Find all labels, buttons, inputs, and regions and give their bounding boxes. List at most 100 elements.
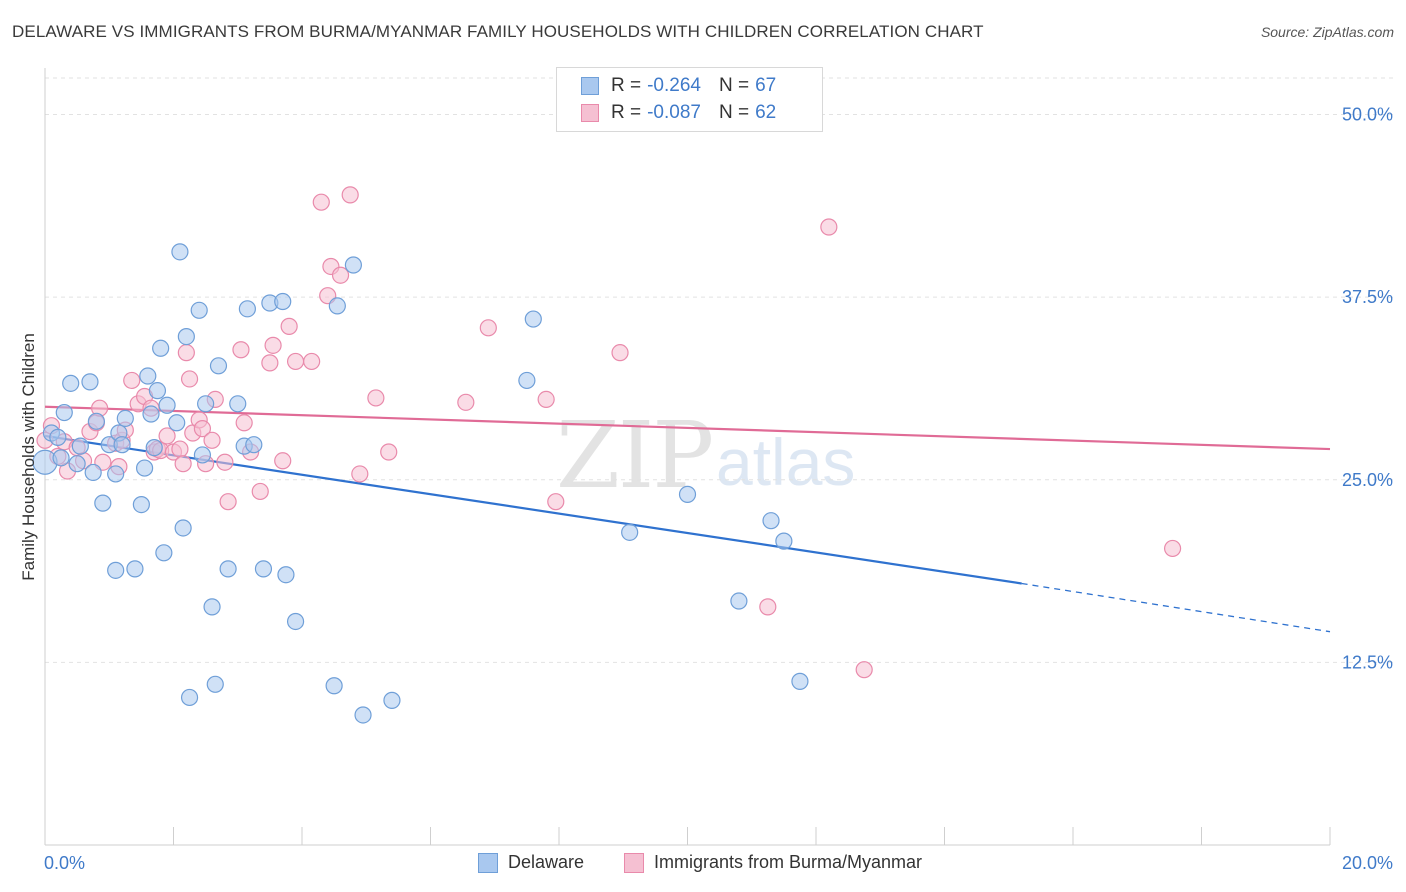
n-value-burma: 62 xyxy=(755,102,777,123)
blue-point-44 xyxy=(254,560,273,578)
y-tick-label: 50.0% xyxy=(1342,105,1393,125)
blue-point-33 xyxy=(190,301,208,319)
blue-point-3 xyxy=(52,449,70,467)
blue-point-14 xyxy=(107,465,125,483)
r-value-delaware: -0.264 xyxy=(647,75,701,96)
pink-point-36 xyxy=(232,341,250,359)
blue-point-52 xyxy=(354,706,372,724)
blue-point-59 xyxy=(762,512,780,530)
delaware-trend-line xyxy=(44,434,1022,585)
pink-point-52 xyxy=(367,389,385,407)
blue-point-5 xyxy=(62,374,80,392)
blue-point-22 xyxy=(142,405,160,423)
blue-point-48 xyxy=(286,612,305,631)
blue-point-25 xyxy=(152,339,170,357)
r-label: R = xyxy=(611,75,642,96)
blue-point-26 xyxy=(155,544,173,562)
blue-point-31 xyxy=(177,327,195,346)
pink-point-49 xyxy=(331,266,350,284)
blue-point-54 xyxy=(518,371,536,390)
blue-point-18 xyxy=(126,560,144,578)
x-tick-label-max: 20.0% xyxy=(1342,853,1393,873)
pink-point-56 xyxy=(537,390,555,409)
blue-point-27 xyxy=(158,396,176,414)
blue-point-2 xyxy=(49,428,67,446)
pink-point-35 xyxy=(219,493,237,511)
pink-point-59 xyxy=(759,598,777,616)
y-tick-label: 37.5% xyxy=(1342,287,1393,307)
burma-trend-line xyxy=(44,405,1331,451)
pink-point-57 xyxy=(547,493,565,511)
pink-point-53 xyxy=(380,443,398,461)
blue-point-49 xyxy=(325,677,343,695)
blue-point-20 xyxy=(135,459,154,477)
pink-point-62 xyxy=(1163,539,1182,558)
n-value-delaware: 67 xyxy=(755,75,777,96)
blue-point-47 xyxy=(277,566,295,584)
y-tick-label: 12.5% xyxy=(1342,652,1393,672)
blue-point-34 xyxy=(193,446,212,464)
legend-row-burma: R = -0.087 N = 62 xyxy=(581,102,776,124)
pink-point-26 xyxy=(177,344,195,362)
correlation-legend: R = -0.264 N = 67 R = -0.087 N = 62 xyxy=(556,67,823,132)
n-label: N = xyxy=(718,75,750,96)
pink-point-27 xyxy=(180,370,199,388)
blue-point-46 xyxy=(274,292,292,311)
blue-point-58 xyxy=(730,592,748,610)
delaware-swatch xyxy=(581,77,599,95)
axes xyxy=(44,68,1331,846)
pink-point-39 xyxy=(251,482,269,501)
delaware-legend-label: Delaware xyxy=(508,852,585,872)
legend-item-delaware[interactable]: Delaware xyxy=(478,852,584,873)
blue-point-7 xyxy=(71,437,89,455)
blue-point-17 xyxy=(116,409,134,428)
chart-title: DELAWARE VS IMMIGRANTS FROM BURMA/MYANMA… xyxy=(12,22,984,41)
blue-point-39 xyxy=(219,560,237,578)
blue-point-51 xyxy=(344,256,362,274)
blue-point-55 xyxy=(524,310,542,328)
legend-row-delaware: R = -0.264 N = 67 xyxy=(581,75,776,97)
burma-swatch xyxy=(581,104,599,122)
blue-point-38 xyxy=(209,357,228,375)
legend-item-burma[interactable]: Immigrants from Burma/Myanmar xyxy=(624,852,922,873)
pink-point-61 xyxy=(855,661,873,679)
pink-point-44 xyxy=(286,352,305,371)
delaware-trend-extension xyxy=(1021,582,1331,633)
blue-point-30 xyxy=(174,519,192,537)
burma-legend-swatch xyxy=(624,852,644,873)
blue-point-11 xyxy=(94,494,112,512)
blue-point-23 xyxy=(145,439,163,457)
blue-point-61 xyxy=(791,672,809,690)
pink-point-55 xyxy=(479,319,497,337)
blue-point-57 xyxy=(678,485,697,503)
blue-point-6 xyxy=(68,455,86,473)
blue-point-37 xyxy=(206,675,224,693)
pink-point-25 xyxy=(174,455,192,473)
blue-point-35 xyxy=(197,395,215,413)
blue-point-28 xyxy=(168,414,186,432)
pink-point-37 xyxy=(235,414,253,432)
pink-point-40 xyxy=(261,354,279,372)
blue-point-13 xyxy=(107,561,125,579)
blue-point-42 xyxy=(238,300,256,318)
pink-point-30 xyxy=(193,420,212,438)
blue-point-8 xyxy=(81,373,99,391)
pink-point-46 xyxy=(312,193,330,211)
blue-point-32 xyxy=(180,688,199,707)
blue-point-50 xyxy=(328,297,346,315)
blue-point-24 xyxy=(148,382,167,400)
burma-legend-label: Immigrants from Burma/Myanmar xyxy=(654,852,923,872)
pink-point-22 xyxy=(158,427,176,445)
watermark-atlas: atlas xyxy=(716,425,856,499)
blue-point-60 xyxy=(775,532,793,550)
pink-point-54 xyxy=(457,393,475,411)
blue-point-21 xyxy=(139,367,157,385)
data-points xyxy=(32,186,1182,724)
pink-point-32 xyxy=(203,431,221,449)
source-credit: Source: ZipAtlas.com xyxy=(1260,24,1394,40)
pink-point-15 xyxy=(123,371,141,390)
delaware-legend-swatch xyxy=(478,852,498,873)
pink-point-51 xyxy=(351,465,369,483)
blue-point-40 xyxy=(229,395,247,413)
